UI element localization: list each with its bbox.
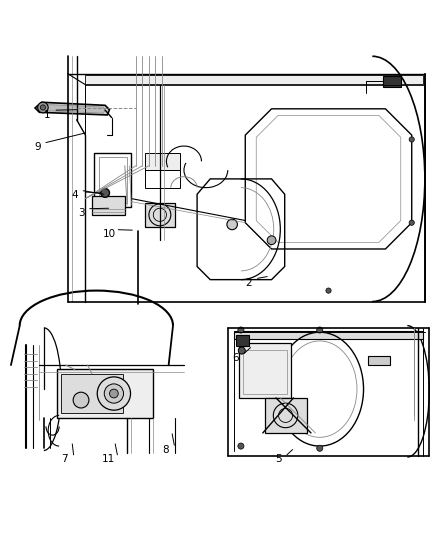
Circle shape <box>110 389 118 398</box>
Bar <box>99 157 127 203</box>
Bar <box>61 374 123 413</box>
Bar <box>145 170 180 188</box>
Bar <box>368 356 390 365</box>
Bar <box>92 197 125 215</box>
Text: 1: 1 <box>44 109 51 119</box>
Circle shape <box>238 443 244 449</box>
Bar <box>239 343 291 398</box>
Circle shape <box>317 327 323 333</box>
Circle shape <box>73 392 89 408</box>
Polygon shape <box>35 102 110 115</box>
Circle shape <box>238 327 244 333</box>
Circle shape <box>409 137 414 142</box>
Circle shape <box>97 377 131 410</box>
Circle shape <box>267 236 276 245</box>
Circle shape <box>101 189 110 197</box>
Circle shape <box>238 347 245 354</box>
Text: 8: 8 <box>162 445 169 455</box>
Bar <box>94 152 131 207</box>
Polygon shape <box>42 104 105 113</box>
Text: 11: 11 <box>102 454 115 464</box>
Bar <box>236 335 249 346</box>
Text: 3: 3 <box>78 208 85 218</box>
Text: 6: 6 <box>232 353 239 362</box>
Circle shape <box>326 288 331 293</box>
Bar <box>243 350 287 393</box>
Text: 5: 5 <box>275 454 282 464</box>
Text: 4: 4 <box>71 190 78 200</box>
Bar <box>265 398 307 433</box>
Circle shape <box>38 102 48 113</box>
Text: 2: 2 <box>245 278 252 288</box>
Bar <box>234 331 423 339</box>
Circle shape <box>409 220 414 225</box>
Text: 7: 7 <box>61 454 68 464</box>
Circle shape <box>40 105 46 110</box>
Bar <box>383 76 401 87</box>
Circle shape <box>104 384 124 403</box>
Bar <box>145 152 180 170</box>
Text: 9: 9 <box>34 142 41 152</box>
Bar <box>85 75 423 84</box>
Bar <box>57 369 153 418</box>
Text: 10: 10 <box>103 229 116 239</box>
Circle shape <box>317 445 323 451</box>
Bar <box>145 203 175 227</box>
Circle shape <box>227 219 237 230</box>
